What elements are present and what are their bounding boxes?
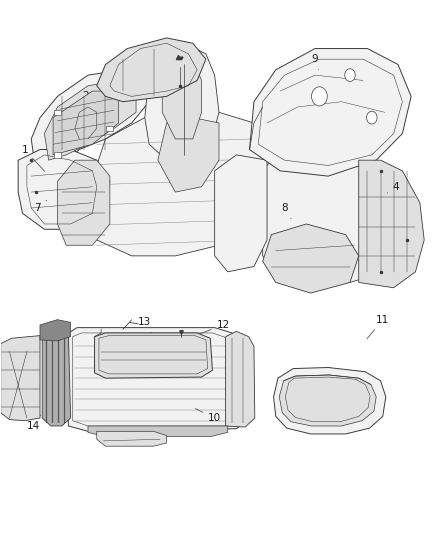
Bar (54, 110, 61, 115)
Bar (106, 126, 113, 131)
Text: 7: 7 (182, 49, 192, 60)
Polygon shape (42, 328, 71, 426)
Polygon shape (162, 59, 201, 139)
Polygon shape (263, 224, 359, 293)
Polygon shape (145, 43, 219, 160)
Bar (54, 152, 61, 158)
Circle shape (311, 87, 327, 106)
Polygon shape (44, 80, 136, 160)
Text: 11: 11 (367, 314, 389, 339)
Polygon shape (18, 150, 110, 229)
Polygon shape (40, 320, 71, 341)
Polygon shape (57, 160, 110, 245)
Text: 13: 13 (138, 317, 152, 333)
Polygon shape (250, 49, 411, 176)
Polygon shape (158, 118, 219, 192)
Text: 12: 12 (198, 320, 230, 335)
Polygon shape (263, 144, 403, 282)
Polygon shape (274, 368, 386, 434)
Circle shape (367, 111, 377, 124)
Polygon shape (57, 112, 272, 256)
Polygon shape (53, 91, 119, 155)
Polygon shape (215, 155, 267, 272)
Polygon shape (88, 426, 228, 437)
Polygon shape (97, 38, 206, 102)
Text: 14: 14 (27, 415, 41, 431)
Polygon shape (95, 333, 212, 378)
Circle shape (345, 69, 355, 82)
Text: 9: 9 (312, 54, 318, 70)
Polygon shape (31, 70, 149, 171)
Text: 8: 8 (281, 203, 291, 219)
Text: 10: 10 (195, 409, 221, 423)
Polygon shape (226, 332, 255, 427)
Text: 2: 2 (82, 91, 103, 101)
Polygon shape (279, 375, 376, 426)
Text: 4: 4 (387, 182, 399, 193)
Polygon shape (359, 160, 424, 288)
Polygon shape (68, 328, 247, 431)
Text: 1: 1 (21, 144, 45, 172)
Text: 7: 7 (35, 200, 46, 213)
Polygon shape (97, 431, 166, 446)
Polygon shape (1, 336, 40, 421)
